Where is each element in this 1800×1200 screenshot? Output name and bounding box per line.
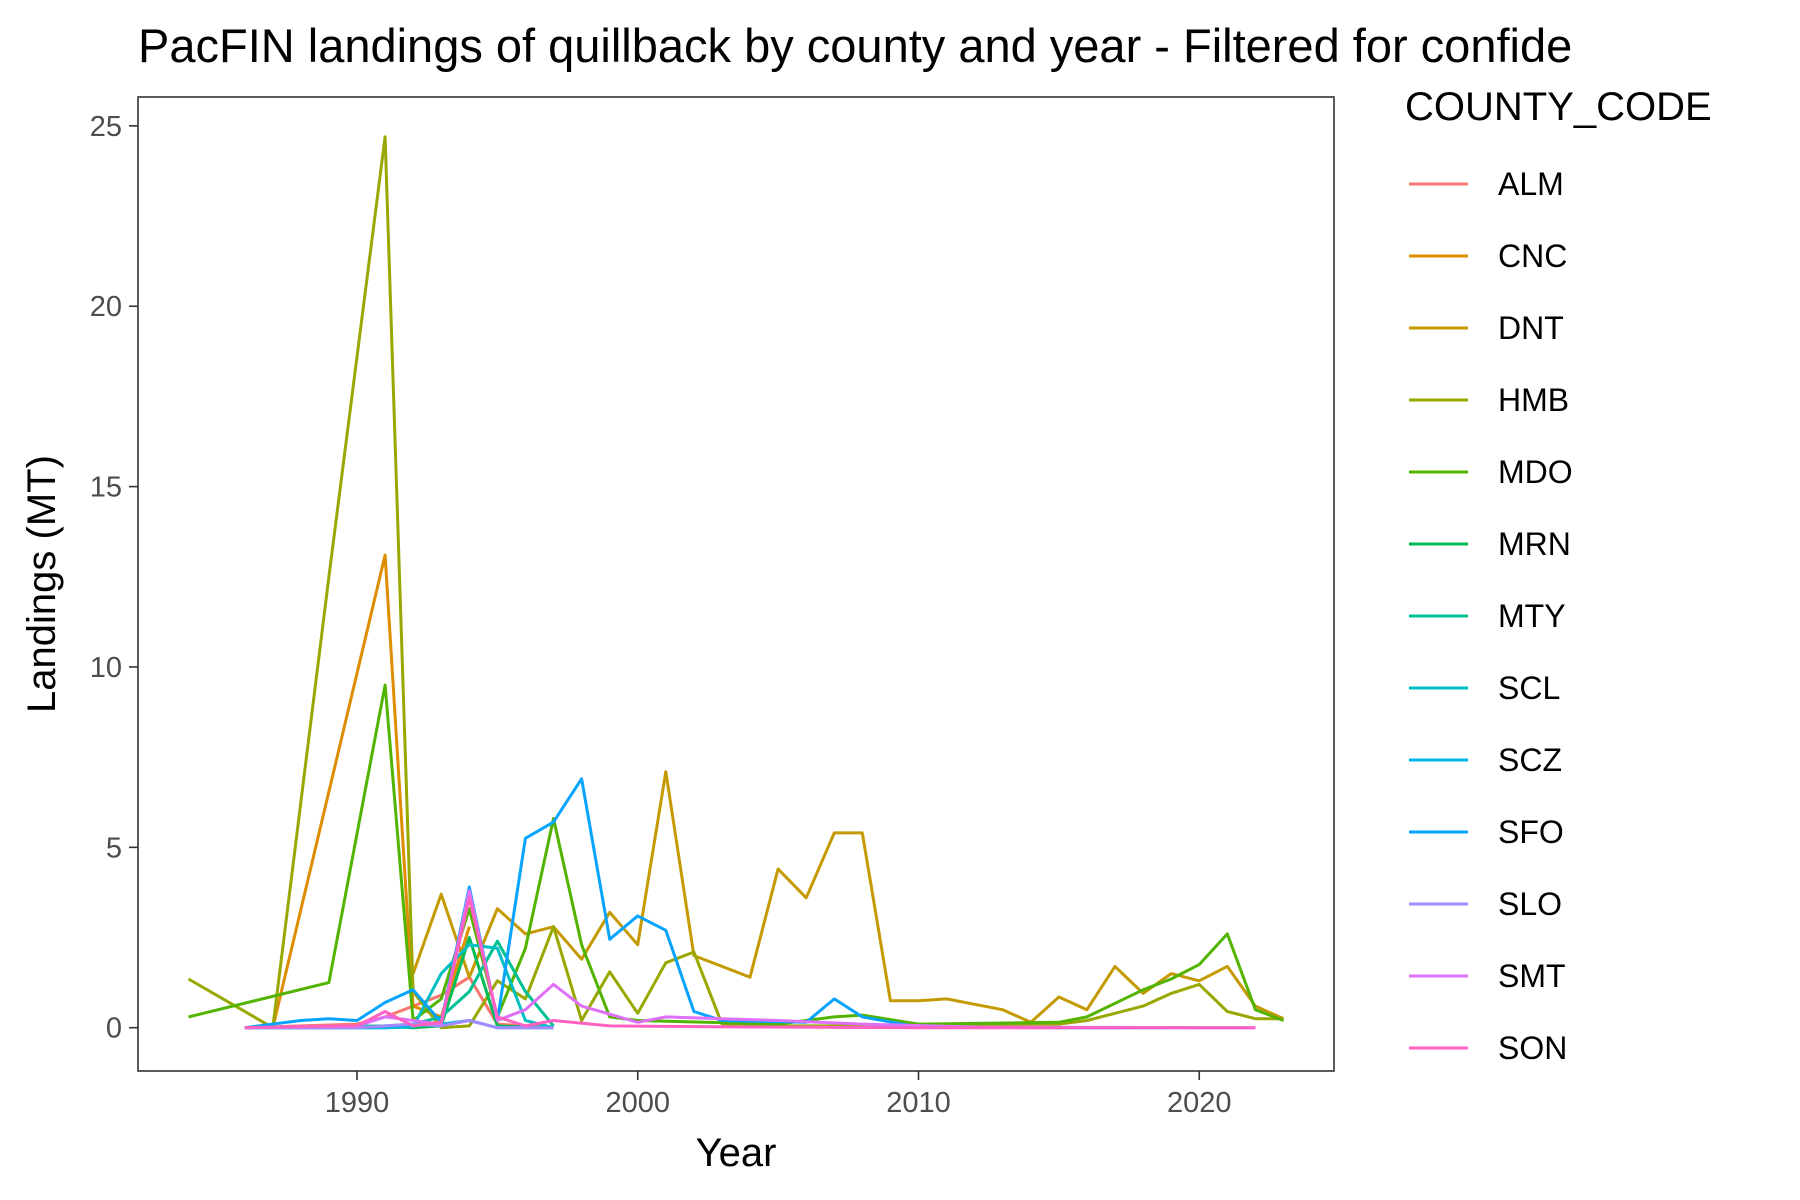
plot-panel [137, 96, 1335, 1072]
legend-label-smt: SMT [1498, 958, 1566, 994]
x-axis: 1990 2000 2010 2020 [325, 1071, 1232, 1119]
x-tick-label: 2000 [605, 1087, 670, 1119]
legend-label-slo: SLO [1498, 886, 1562, 922]
series-line-son [244, 896, 1256, 1030]
legend-label-cnc: CNC [1498, 238, 1567, 274]
panel-border [137, 96, 1335, 1072]
legend-label-sfo: SFO [1498, 814, 1564, 850]
legend-title: COUNTY_CODE [1405, 85, 1712, 129]
legend-label-alm: ALM [1498, 166, 1564, 202]
y-tick-label: 5 [106, 832, 122, 864]
legend-label-scz: SCZ [1498, 742, 1562, 778]
series-line-slo [244, 1019, 554, 1030]
legend-label-mdo: MDO [1498, 454, 1573, 490]
x-tick-label: 1990 [325, 1087, 390, 1119]
legend: COUNTY_CODE ALM CNC DNT HMB MDO MRN MTY SCL SCZ S… [1405, 85, 1712, 1066]
legend-items: ALM CNC DNT HMB MDO MRN MTY SCL SCZ SFO SLO SMT SON [1409, 166, 1573, 1066]
legend-label-scl: SCL [1498, 670, 1560, 706]
legend-label-hmb: HMB [1498, 382, 1569, 418]
x-tick-label: 2020 [1167, 1087, 1232, 1119]
y-tick-label: 20 [90, 291, 122, 323]
y-tick-label: 0 [106, 1013, 122, 1045]
series-line-smt [244, 889, 1256, 1030]
x-axis-label: Year [696, 1131, 777, 1175]
series-line-sfo [244, 777, 1200, 1030]
legend-label-son: SON [1498, 1030, 1567, 1066]
y-tick-label: 10 [90, 652, 122, 684]
y-axis: 0 5 10 15 20 25 [90, 111, 138, 1045]
legend-label-mty: MTY [1498, 598, 1566, 634]
series-line-mdo [188, 683, 1285, 1026]
y-tick-label: 15 [90, 472, 122, 504]
series-layer [187, 135, 1285, 1030]
y-axis-label: Landings (MT) [20, 455, 64, 713]
legend-label-dnt: DNT [1498, 310, 1564, 346]
x-tick-label: 2010 [886, 1087, 951, 1119]
y-tick-label: 25 [90, 111, 122, 143]
legend-label-mrn: MRN [1498, 526, 1571, 562]
chart-title: PacFIN landings of quillback by county a… [138, 19, 1572, 72]
series-line-dnt [411, 770, 1285, 1024]
